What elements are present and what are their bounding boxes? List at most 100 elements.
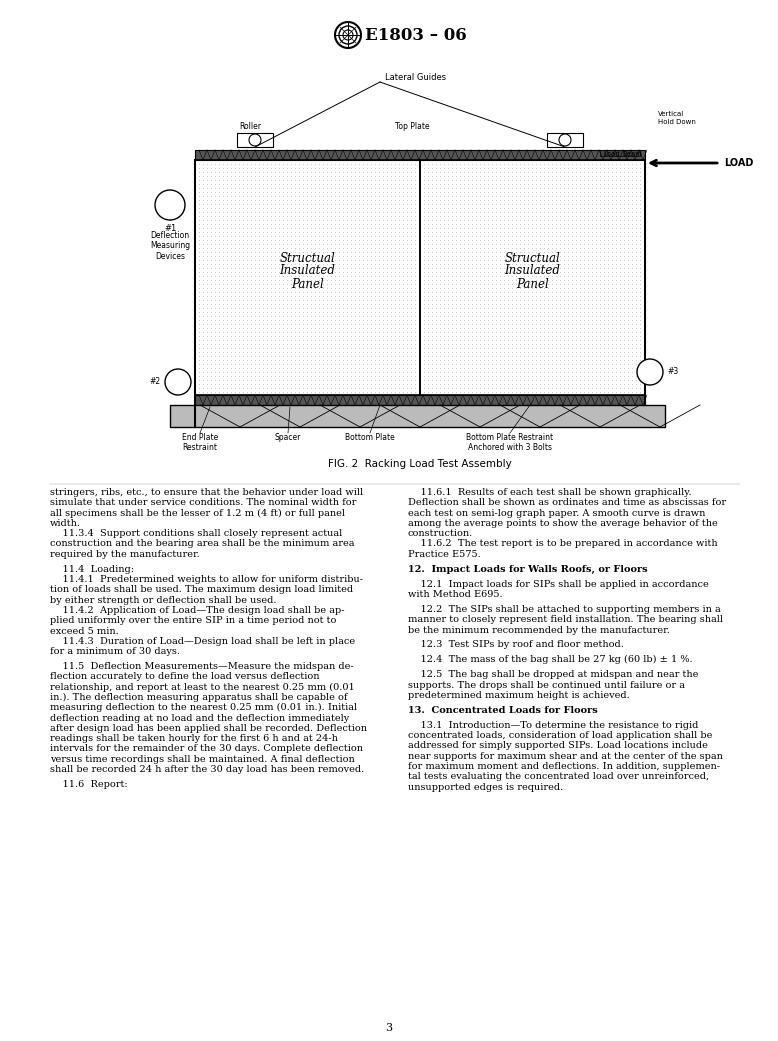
Point [377,380,389,397]
Point [361,211,373,228]
Point [261,287,273,304]
Point [221,232,233,249]
Point [373,287,385,304]
Point [309,259,321,276]
Point [586,360,598,377]
Point [389,380,401,397]
Point [337,172,349,188]
Point [341,283,353,300]
Point [305,363,317,380]
Point [422,220,434,236]
Point [233,272,245,288]
Point [470,228,482,245]
Point [442,308,454,325]
Point [590,187,602,204]
Point [418,172,430,188]
Point [268,211,281,228]
Point [245,363,258,380]
Point [324,176,337,193]
Point [324,320,337,336]
Point [446,248,458,264]
Point [457,372,470,388]
Point [301,344,314,360]
Point [377,376,389,392]
Point [482,335,494,352]
Point [237,304,249,321]
Point [217,335,230,352]
Point [237,268,249,284]
Point [296,207,309,224]
Text: each test on semi-log graph paper. A smooth curve is drawn: each test on semi-log graph paper. A smo… [408,509,706,517]
Point [329,244,342,260]
Point [361,324,373,340]
Point [253,372,265,388]
Point [277,211,289,228]
Point [361,380,373,397]
Point [566,272,578,288]
Point [349,268,361,284]
Point [629,239,642,256]
Point [582,172,594,188]
Point [530,324,542,340]
Point [237,291,249,308]
Point [442,311,454,328]
Point [541,304,554,321]
Point [380,380,393,397]
Point [296,252,309,269]
Point [438,207,450,224]
Point [405,252,417,269]
Point [569,280,582,297]
Point [601,300,614,316]
Point [606,352,619,369]
Point [261,215,273,232]
Point [313,252,325,269]
Point [293,196,305,212]
Point [454,168,466,184]
Point [225,235,237,252]
Point [317,239,329,256]
Point [201,259,213,276]
Point [538,296,550,312]
Point [357,183,370,200]
Point [502,211,514,228]
Point [401,248,413,264]
Point [365,200,377,217]
Point [626,291,638,308]
Point [454,332,466,349]
Point [490,248,503,264]
Point [261,224,273,240]
Text: Insulated: Insulated [505,264,560,278]
Point [373,259,385,276]
Point [385,172,398,188]
Point [590,176,602,193]
Point [526,308,538,325]
Point [324,215,337,232]
Point [357,263,370,280]
Point [305,224,317,240]
Point [510,187,522,204]
Point [474,259,486,276]
Point [193,328,205,345]
Point [490,372,503,388]
Point [212,244,225,260]
Point [212,156,225,173]
Point [393,159,405,176]
Point [629,172,642,188]
Point [253,176,265,193]
Point [277,308,289,325]
Point [309,304,321,321]
Point [569,268,582,284]
Point [225,239,237,256]
Point [233,252,245,269]
Point [197,207,209,224]
Point [193,187,205,204]
Point [422,280,434,297]
Point [349,224,361,240]
Point [393,328,405,345]
Point [446,204,458,221]
Point [590,268,602,284]
Point [434,344,447,360]
Point [574,168,587,184]
Point [337,315,349,332]
Point [614,183,626,200]
